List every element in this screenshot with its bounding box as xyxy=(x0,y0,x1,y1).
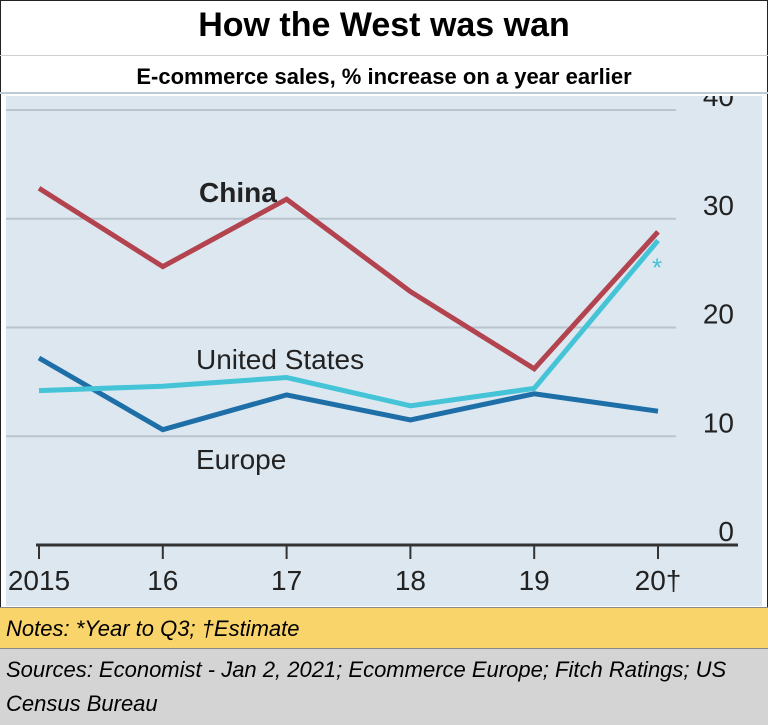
series-line-china xyxy=(37,186,660,373)
chart-area: 0 10 20 30 40 2015 16 17 18 19 20† China United Stat… xyxy=(6,96,762,606)
series-line-united-states xyxy=(38,238,660,409)
y-tick-label-30: 30 xyxy=(703,190,734,221)
y-tick-label-20: 20 xyxy=(703,299,734,330)
y-tick-label-10: 10 xyxy=(703,407,734,438)
x-tick-label-1: 16 xyxy=(147,565,178,596)
x-tick-label-4: 19 xyxy=(519,565,550,596)
series-label-europe: Europe xyxy=(196,444,286,475)
x-tick-label-3: 18 xyxy=(395,565,426,596)
x-tick-label-0: 2015 xyxy=(8,565,70,596)
chart-subtitle: E-commerce sales, % increase on a year e… xyxy=(136,64,632,89)
sources-text: Sources: Economist - Jan 2, 2021; Ecomme… xyxy=(0,649,768,725)
notes-text: Notes: *Year to Q3; †Estimate xyxy=(0,607,768,649)
y-tick-label-40: 40 xyxy=(703,96,734,112)
x-tick-label-2: 17 xyxy=(271,565,302,596)
line-chart: 0 10 20 30 40 2015 16 17 18 19 20† China United Stat… xyxy=(6,96,738,596)
us-asterisk-annotation: * xyxy=(652,253,662,283)
series-label-united-states: United States xyxy=(196,344,364,375)
chart-title: How the West was wan xyxy=(198,6,570,44)
subtitle-divider xyxy=(0,92,768,94)
title-divider xyxy=(0,55,768,56)
series-line-europe xyxy=(37,355,659,433)
y-tick-label-0: 0 xyxy=(718,516,734,547)
series-label-china: China xyxy=(199,177,277,208)
x-tick-label-5: 20† xyxy=(635,565,682,596)
